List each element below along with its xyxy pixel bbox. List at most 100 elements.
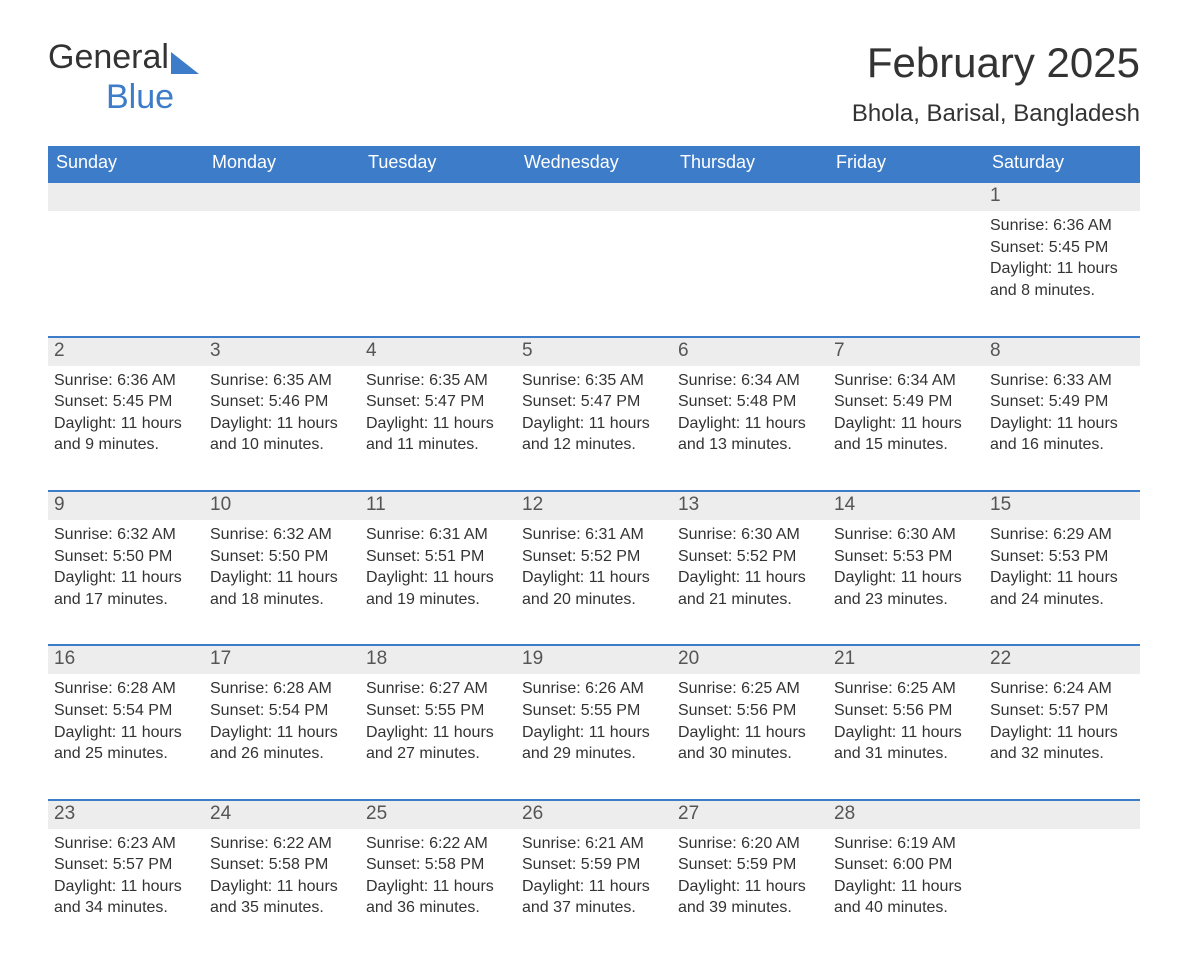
day-details: Sunrise: 6:34 AMSunset: 5:49 PMDaylight:… xyxy=(828,366,984,456)
day-number: 20 xyxy=(672,646,828,674)
weeks-container: 1Sunrise: 6:36 AMSunset: 5:45 PMDaylight… xyxy=(48,181,1140,919)
day-details: Sunrise: 6:33 AMSunset: 5:49 PMDaylight:… xyxy=(984,366,1140,456)
day-number: 22 xyxy=(984,646,1140,674)
daynum-row: 9101112131415 xyxy=(48,490,1140,520)
day-number: 2 xyxy=(48,338,204,366)
day-number: 27 xyxy=(672,801,828,829)
day-number xyxy=(360,183,516,211)
weekday-header-row: SundayMondayTuesdayWednesdayThursdayFrid… xyxy=(48,146,1140,181)
day-number: 18 xyxy=(360,646,516,674)
day-details xyxy=(48,211,204,301)
day-details: Sunrise: 6:30 AMSunset: 5:52 PMDaylight:… xyxy=(672,520,828,610)
day-number: 4 xyxy=(360,338,516,366)
day-details: Sunrise: 6:19 AMSunset: 6:00 PMDaylight:… xyxy=(828,829,984,919)
day-number xyxy=(672,183,828,211)
day-number: 28 xyxy=(828,801,984,829)
day-details xyxy=(828,211,984,301)
day-number: 19 xyxy=(516,646,672,674)
day-number: 13 xyxy=(672,492,828,520)
weekday-header: Sunday xyxy=(48,146,204,181)
day-details: Sunrise: 6:28 AMSunset: 5:54 PMDaylight:… xyxy=(48,674,204,764)
day-number xyxy=(204,183,360,211)
day-number xyxy=(516,183,672,211)
weekday-header: Saturday xyxy=(984,146,1140,181)
day-details: Sunrise: 6:25 AMSunset: 5:56 PMDaylight:… xyxy=(828,674,984,764)
month-title: February 2025 xyxy=(852,40,1140,86)
day-details: Sunrise: 6:34 AMSunset: 5:48 PMDaylight:… xyxy=(672,366,828,456)
day-details: Sunrise: 6:36 AMSunset: 5:45 PMDaylight:… xyxy=(984,211,1140,301)
week-block: 16171819202122Sunrise: 6:28 AMSunset: 5:… xyxy=(48,644,1140,764)
day-details: Sunrise: 6:32 AMSunset: 5:50 PMDaylight:… xyxy=(204,520,360,610)
day-number: 9 xyxy=(48,492,204,520)
day-details xyxy=(204,211,360,301)
title-block: February 2025 Bhola, Barisal, Bangladesh xyxy=(852,40,1140,128)
location: Bhola, Barisal, Bangladesh xyxy=(852,100,1140,128)
week-block: 2345678Sunrise: 6:36 AMSunset: 5:45 PMDa… xyxy=(48,336,1140,456)
daynum-row: 16171819202122 xyxy=(48,644,1140,674)
day-number xyxy=(48,183,204,211)
day-number: 1 xyxy=(984,183,1140,211)
day-number: 21 xyxy=(828,646,984,674)
day-number: 3 xyxy=(204,338,360,366)
daynum-row: 232425262728 xyxy=(48,799,1140,829)
day-details xyxy=(360,211,516,301)
day-details: Sunrise: 6:35 AMSunset: 5:46 PMDaylight:… xyxy=(204,366,360,456)
day-number: 6 xyxy=(672,338,828,366)
day-number: 7 xyxy=(828,338,984,366)
daynum-row: 2345678 xyxy=(48,336,1140,366)
day-details xyxy=(672,211,828,301)
day-number xyxy=(984,801,1140,829)
detail-row: Sunrise: 6:32 AMSunset: 5:50 PMDaylight:… xyxy=(48,520,1140,610)
day-number: 17 xyxy=(204,646,360,674)
day-details: Sunrise: 6:21 AMSunset: 5:59 PMDaylight:… xyxy=(516,829,672,919)
day-details xyxy=(984,829,1140,919)
weekday-header: Monday xyxy=(204,146,360,181)
day-details: Sunrise: 6:20 AMSunset: 5:59 PMDaylight:… xyxy=(672,829,828,919)
header: General Blue February 2025 Bhola, Barisa… xyxy=(48,40,1140,128)
day-number: 23 xyxy=(48,801,204,829)
day-details: Sunrise: 6:23 AMSunset: 5:57 PMDaylight:… xyxy=(48,829,204,919)
day-details: Sunrise: 6:30 AMSunset: 5:53 PMDaylight:… xyxy=(828,520,984,610)
day-details: Sunrise: 6:27 AMSunset: 5:55 PMDaylight:… xyxy=(360,674,516,764)
detail-row: Sunrise: 6:23 AMSunset: 5:57 PMDaylight:… xyxy=(48,829,1140,919)
day-details: Sunrise: 6:36 AMSunset: 5:45 PMDaylight:… xyxy=(48,366,204,456)
day-details: Sunrise: 6:26 AMSunset: 5:55 PMDaylight:… xyxy=(516,674,672,764)
logo-text: General Blue xyxy=(48,40,199,114)
day-details: Sunrise: 6:35 AMSunset: 5:47 PMDaylight:… xyxy=(360,366,516,456)
logo-word-blue: Blue xyxy=(106,80,174,114)
detail-row: Sunrise: 6:36 AMSunset: 5:45 PMDaylight:… xyxy=(48,366,1140,456)
detail-row: Sunrise: 6:36 AMSunset: 5:45 PMDaylight:… xyxy=(48,211,1140,301)
day-details: Sunrise: 6:31 AMSunset: 5:52 PMDaylight:… xyxy=(516,520,672,610)
day-number: 11 xyxy=(360,492,516,520)
day-details: Sunrise: 6:25 AMSunset: 5:56 PMDaylight:… xyxy=(672,674,828,764)
day-details: Sunrise: 6:35 AMSunset: 5:47 PMDaylight:… xyxy=(516,366,672,456)
day-number: 25 xyxy=(360,801,516,829)
day-details: Sunrise: 6:22 AMSunset: 5:58 PMDaylight:… xyxy=(360,829,516,919)
day-details: Sunrise: 6:32 AMSunset: 5:50 PMDaylight:… xyxy=(48,520,204,610)
day-details xyxy=(516,211,672,301)
day-number: 12 xyxy=(516,492,672,520)
day-number: 10 xyxy=(204,492,360,520)
day-number xyxy=(828,183,984,211)
day-details: Sunrise: 6:24 AMSunset: 5:57 PMDaylight:… xyxy=(984,674,1140,764)
weekday-header: Friday xyxy=(828,146,984,181)
calendar-page: General Blue February 2025 Bhola, Barisa… xyxy=(0,0,1188,967)
day-number: 24 xyxy=(204,801,360,829)
week-block: 1Sunrise: 6:36 AMSunset: 5:45 PMDaylight… xyxy=(48,181,1140,301)
detail-row: Sunrise: 6:28 AMSunset: 5:54 PMDaylight:… xyxy=(48,674,1140,764)
calendar: SundayMondayTuesdayWednesdayThursdayFrid… xyxy=(48,146,1140,919)
week-block: 9101112131415Sunrise: 6:32 AMSunset: 5:5… xyxy=(48,490,1140,610)
day-number: 8 xyxy=(984,338,1140,366)
week-block: 232425262728Sunrise: 6:23 AMSunset: 5:57… xyxy=(48,799,1140,919)
weekday-header: Tuesday xyxy=(360,146,516,181)
day-details: Sunrise: 6:29 AMSunset: 5:53 PMDaylight:… xyxy=(984,520,1140,610)
day-number: 14 xyxy=(828,492,984,520)
daynum-row: 1 xyxy=(48,181,1140,211)
day-number: 26 xyxy=(516,801,672,829)
day-details: Sunrise: 6:31 AMSunset: 5:51 PMDaylight:… xyxy=(360,520,516,610)
day-details: Sunrise: 6:28 AMSunset: 5:54 PMDaylight:… xyxy=(204,674,360,764)
logo-triangle-icon xyxy=(171,46,199,80)
weekday-header: Wednesday xyxy=(516,146,672,181)
day-number: 15 xyxy=(984,492,1140,520)
day-number: 16 xyxy=(48,646,204,674)
